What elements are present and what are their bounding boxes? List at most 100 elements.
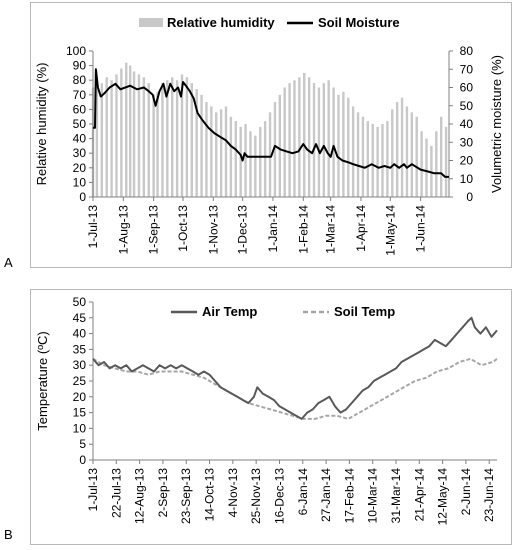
humidity-bar xyxy=(175,80,179,197)
left-y-tick-label: 10 xyxy=(73,175,87,189)
humidity-bar xyxy=(171,77,174,197)
right-y-tick-label: 40 xyxy=(460,117,474,131)
humidity-bar xyxy=(405,106,409,197)
humidity-bar xyxy=(430,145,433,197)
humidity-bar xyxy=(366,121,370,197)
humidity-bar xyxy=(195,88,198,197)
humidity-bar xyxy=(400,97,404,197)
air-temp-line xyxy=(92,316,498,420)
humidity-bar xyxy=(312,83,316,197)
humidity-bar xyxy=(435,131,438,197)
x-tick-label: 16-Dec-13 xyxy=(272,468,286,524)
humidity-bar xyxy=(100,83,104,197)
x-tick-label: 6-Jan-14 xyxy=(296,468,310,516)
legend-label-humidity: Relative humidity xyxy=(167,15,275,30)
humidity-bar xyxy=(254,135,257,197)
humidity-bar xyxy=(125,62,128,198)
humidity-bar xyxy=(268,112,272,197)
x-tick-label: 12-Aug-13 xyxy=(133,468,147,524)
humidity-bar xyxy=(215,112,218,197)
humidity-bar xyxy=(229,116,233,197)
x-tick-label: 23-Sep-13 xyxy=(179,468,193,524)
panel-label-b: B xyxy=(4,527,13,542)
y-tick-label: 45 xyxy=(73,311,87,325)
legend: Relative humidity Soil Moisture xyxy=(139,15,400,30)
left-y-tick-label: 40 xyxy=(73,132,87,146)
y-tick-label: 0 xyxy=(79,453,86,467)
humidity-bar xyxy=(200,94,203,197)
y-tick-label: 30 xyxy=(73,358,87,372)
humidity-bar xyxy=(337,94,340,197)
humidity-bar xyxy=(356,112,360,197)
humidity-bar xyxy=(376,126,379,197)
x-tick-label: 12-May-14 xyxy=(436,468,450,526)
y-tick-label: 5 xyxy=(79,437,86,451)
y-tick-label: 40 xyxy=(73,327,87,341)
panel-label-a: A xyxy=(4,255,13,270)
humidity-bar xyxy=(293,80,296,197)
x-tick-label: 4-Nov-13 xyxy=(226,468,240,518)
x-tick-label: 1-Jul-13 xyxy=(86,468,100,512)
right-y-tick-label: 60 xyxy=(460,81,474,95)
left-y-tick-label: 20 xyxy=(73,161,87,175)
humidity-bar xyxy=(95,80,99,197)
y-tick-label: 25 xyxy=(73,374,87,388)
right-y-tick-label: 0 xyxy=(466,190,473,204)
right-y-tick-label: 80 xyxy=(460,44,474,58)
y-tick-label: 15 xyxy=(73,406,87,420)
x-tick-label: 2-Jun-14 xyxy=(459,468,473,516)
chart-panel-a: 0 10 20 30 40 50 60 70 80 90 100 0 10 20 30 40 50 60 70 80 1… xyxy=(30,2,512,268)
humidity-bar xyxy=(110,80,113,197)
humidity-bar xyxy=(351,106,355,197)
legend-label-soil-temp: Soil Temp xyxy=(334,304,395,319)
humidity-bar xyxy=(322,83,326,197)
y-tick-label: 20 xyxy=(73,390,87,404)
x-tick-label: 1-Mar-14 xyxy=(324,205,338,254)
humidity-bar xyxy=(381,124,384,197)
x-tick-label: 1-Jul-13 xyxy=(86,205,100,249)
humidity-bar xyxy=(361,116,365,197)
y-tick-label: 10 xyxy=(73,421,87,435)
x-tick-label: 1-Dec-13 xyxy=(236,205,250,255)
humidity-bar xyxy=(263,121,267,197)
humidity-bar xyxy=(239,126,242,197)
humidity-bar xyxy=(303,72,306,197)
right-y-tick-label: 50 xyxy=(460,99,474,113)
x-tick-label: 23-Jun-14 xyxy=(482,468,496,522)
humidity-bar xyxy=(132,71,136,197)
humidity-bar xyxy=(120,68,123,198)
humidity-bar xyxy=(152,94,155,197)
humidity-bar xyxy=(317,87,321,197)
x-tick-label: 1-Feb-14 xyxy=(296,205,310,254)
humidity-bar xyxy=(278,94,282,197)
humidity-bar xyxy=(185,77,189,197)
humidity-bar xyxy=(219,109,223,197)
legend-swatch-humidity xyxy=(139,18,163,27)
humidity-bar xyxy=(166,80,169,197)
humidity-bar xyxy=(205,102,208,197)
humidity-bar xyxy=(439,116,443,197)
humidity-bar xyxy=(307,77,311,197)
humidity-bar xyxy=(234,121,237,197)
humidity-bar xyxy=(342,91,345,197)
x-tick-label: 14-Oct-13 xyxy=(203,468,217,522)
humidity-bar xyxy=(298,77,301,197)
humidity-bar xyxy=(444,126,448,197)
humidity-bar xyxy=(180,74,184,197)
humidity-bar xyxy=(420,131,423,197)
x-tick-label: 17-Feb-14 xyxy=(342,468,356,524)
humidity-bar xyxy=(105,77,108,197)
humidity-bar xyxy=(224,106,228,197)
right-y-tick-label: 20 xyxy=(460,154,474,168)
right-y-axis-title: Volumetric moisture (%) xyxy=(489,55,504,193)
humidity-bar xyxy=(386,121,389,197)
humidity-bars xyxy=(91,62,448,198)
x-tick-label: 2-Sep-13 xyxy=(156,468,170,518)
soil-temp-line xyxy=(92,357,498,420)
humidity-bar xyxy=(347,97,350,197)
humidity-bar xyxy=(327,80,330,197)
humidity-bar xyxy=(288,83,291,197)
x-tick-label: 10-Mar-14 xyxy=(366,468,380,524)
chart-panel-b: 0 5 10 15 20 25 30 35 40 45 50 1-Jul-13 22-Jul-13 12-… xyxy=(30,289,512,545)
